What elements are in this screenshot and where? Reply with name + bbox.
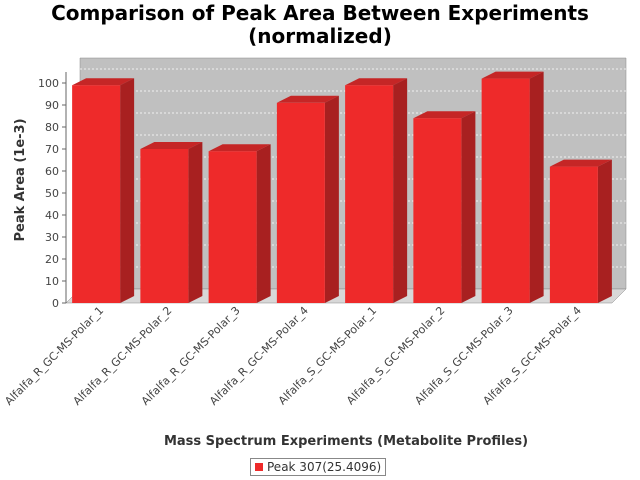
bar-front-2: [140, 149, 189, 303]
y-tick-label-20: 20: [45, 253, 59, 266]
bar-7: [481, 71, 544, 303]
bar-front-8: [549, 166, 598, 303]
bar-side-4: [324, 95, 339, 303]
bar-4: [276, 95, 339, 303]
bar-front-4: [276, 102, 325, 303]
bar-side-1: [120, 78, 135, 303]
bar-side-3: [256, 144, 271, 303]
x-axis-tick-labels: Alfalfa_R_GC-MS-Polar_1Alfalfa_R_GC-MS-P…: [2, 304, 584, 408]
y-tick-label-30: 30: [45, 231, 59, 244]
bar-top-2: [140, 142, 203, 149]
bar-top-3: [208, 144, 271, 152]
y-axis-ticks: 0 10 20 30 40 50 60 70 80 90 100: [38, 77, 66, 310]
bar-2: [140, 142, 203, 303]
bar-front-7: [481, 78, 530, 303]
chart-title-line1: Comparison of Peak Area Between Experime…: [51, 1, 589, 25]
bar-side-5: [393, 78, 408, 303]
y-tick-label-70: 70: [45, 143, 59, 156]
bar-5: [345, 78, 408, 303]
bar-top-8: [549, 159, 612, 167]
bar-side-6: [461, 111, 476, 303]
x-axis-label: Mass Spectrum Experiments (Metabolite Pr…: [164, 434, 528, 449]
bar-3: [208, 144, 271, 303]
bar-top-5: [345, 78, 408, 86]
y-tick-label-100: 100: [38, 77, 59, 90]
chart-title: Comparison of Peak Area Between Experime…: [0, 2, 640, 48]
bar-top-6: [413, 111, 476, 119]
y-tick-label-50: 50: [45, 187, 59, 200]
bar-top-1: [72, 78, 135, 86]
bar-side-7: [529, 71, 544, 303]
y-tick-label-40: 40: [45, 209, 59, 222]
y-tick-label-90: 90: [45, 99, 59, 112]
bar-8: [549, 159, 612, 303]
bar-front-6: [413, 118, 462, 303]
bar-6: [413, 111, 476, 303]
y-tick-label-10: 10: [45, 275, 59, 288]
bar-top-4: [276, 95, 339, 103]
y-tick-label-80: 80: [45, 121, 59, 134]
bar-1: [72, 78, 135, 303]
legend-label: Peak 307(25.4096): [267, 460, 382, 474]
gridline-diag-100: [65, 68, 81, 84]
y-axis-label: Peak Area (1e-3): [13, 118, 28, 241]
legend: Peak 307(25.4096): [250, 458, 387, 476]
bar-side-2: [188, 142, 203, 303]
y-tick-label-60: 60: [45, 165, 59, 178]
bar-front-5: [345, 85, 394, 303]
bar-top-7: [481, 71, 544, 79]
bar-front-1: [72, 85, 121, 303]
y-tick-label-0: 0: [52, 297, 59, 310]
chart-title-line2: (normalized): [248, 24, 392, 48]
bar-side-8: [597, 159, 612, 303]
bars: [72, 71, 612, 303]
bar-front-3: [208, 151, 257, 303]
legend-swatch: [255, 463, 263, 471]
